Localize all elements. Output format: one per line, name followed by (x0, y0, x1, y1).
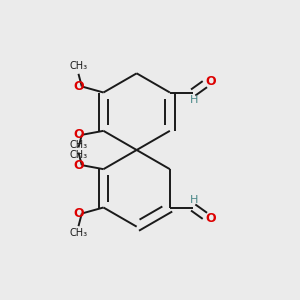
Text: O: O (73, 207, 84, 220)
Text: O: O (73, 80, 84, 93)
Text: O: O (73, 159, 84, 172)
Text: H: H (190, 95, 198, 105)
Text: O: O (206, 75, 216, 88)
Text: O: O (73, 128, 84, 141)
Text: H: H (190, 195, 198, 205)
Text: CH₃: CH₃ (69, 229, 88, 238)
Text: CH₃: CH₃ (69, 140, 88, 150)
Text: CH₃: CH₃ (69, 150, 88, 160)
Text: O: O (206, 212, 216, 225)
Text: CH₃: CH₃ (69, 61, 88, 71)
